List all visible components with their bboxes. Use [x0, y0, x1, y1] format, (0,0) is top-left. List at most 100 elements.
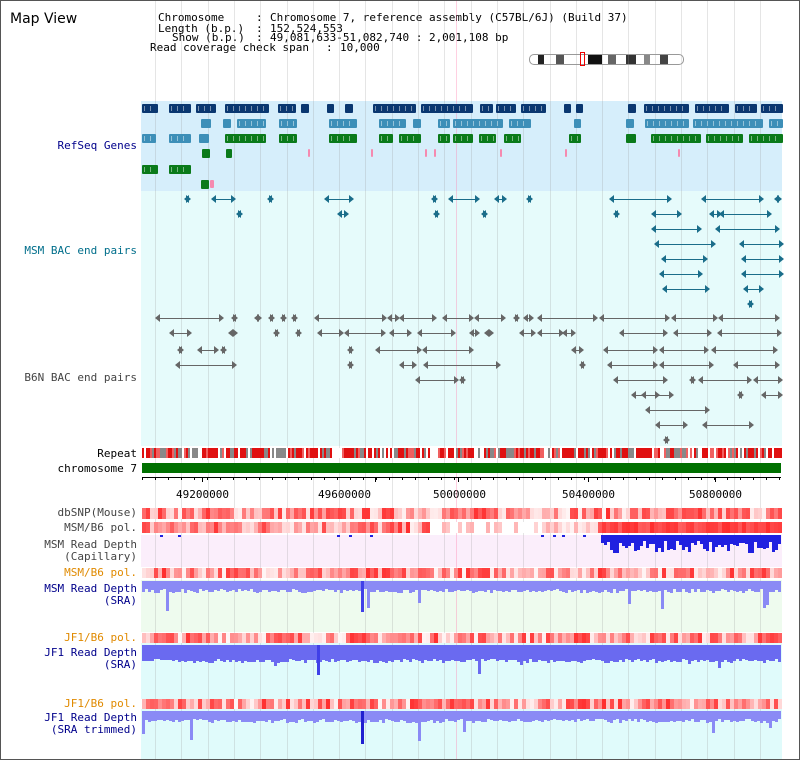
- dbsnp-cell: [642, 508, 646, 519]
- msm-pol2-cell: [554, 568, 558, 578]
- jf1-pol-cell: [590, 633, 594, 643]
- repeat-segment: [430, 448, 432, 458]
- msm-pol2-cell: [314, 568, 318, 578]
- msm-pol2-cell: [358, 568, 362, 578]
- repeat-segment: [434, 448, 436, 458]
- repeat-segment: [292, 448, 294, 458]
- repeat-segment: [184, 448, 186, 458]
- axis-tick-5: 50800000: [689, 488, 742, 501]
- jf1-pol2-cell: [426, 699, 430, 709]
- ruler-minor-tick: [610, 477, 611, 480]
- repeat-segment: [284, 448, 286, 458]
- label-msm-pol-2[interactable]: MSM/B6 pol.: [64, 566, 137, 579]
- jf1-pol-cell: [430, 633, 434, 643]
- jf1-pol-cell: [582, 633, 586, 643]
- jf1-pol-cell: [290, 633, 294, 643]
- repeat-segment: [668, 448, 670, 458]
- label-msm-pol-1[interactable]: MSM/B6 pol.: [64, 521, 137, 534]
- jf1-pol2-cell: [366, 699, 370, 709]
- repeat-segment: [380, 448, 382, 458]
- msm-pol2-cell: [530, 568, 534, 578]
- msm-pol2-cell: [158, 568, 162, 578]
- jf1-pol2-cell: [354, 699, 358, 709]
- jf1-pol-cell: [550, 633, 554, 643]
- label-chromosome[interactable]: chromosome 7: [57, 462, 137, 475]
- repeat-segment: [774, 448, 776, 458]
- jf1-pol2-cell: [270, 699, 274, 709]
- repeat-segment: [760, 448, 762, 458]
- jf1-pol2-cell: [566, 699, 570, 709]
- repeat-segment: [378, 448, 380, 458]
- msm-pol2-cell: [246, 568, 250, 578]
- ruler-minor-tick: [662, 477, 663, 480]
- dbsnp-cell: [358, 508, 362, 519]
- jf1-pol2-cell: [494, 699, 498, 709]
- repeat-segment: [752, 448, 754, 458]
- label-jf1-pol-2[interactable]: JF1/B6 pol.: [64, 697, 137, 710]
- repeat-segment: [162, 448, 164, 458]
- dbsnp-cell: [474, 508, 478, 519]
- jf1-pol-cell: [146, 633, 150, 643]
- label-jf1-depth-trim[interactable]: JF1 Read Depth (SRA trimmed): [44, 711, 137, 736]
- jf1-pol2-cell: [342, 699, 346, 709]
- msm-pol-cell: [238, 522, 242, 533]
- jf1-pol-cell: [750, 633, 754, 643]
- label-refseq[interactable]: RefSeq Genes: [57, 139, 137, 152]
- repeat-segment: [648, 448, 650, 458]
- repeat-segment: [638, 448, 640, 458]
- repeat-segment: [404, 448, 406, 458]
- label-jf1-depth-sra[interactable]: JF1 Read Depth (SRA): [44, 646, 137, 671]
- chromosome-ideogram[interactable]: [529, 54, 684, 65]
- label-msm-depth-sra[interactable]: MSM Read Depth (SRA): [44, 582, 137, 607]
- jf1-pol-cell: [374, 633, 378, 643]
- label-msm-bac[interactable]: MSM BAC end pairs: [24, 244, 137, 257]
- ruler-minor-tick: [636, 477, 637, 480]
- dbsnp-cell: [438, 508, 442, 519]
- repeat-segment: [310, 448, 312, 458]
- ruler-minor-tick: [740, 477, 741, 480]
- jf1-pol2-cell: [742, 699, 746, 709]
- msm-pol-cell: [722, 522, 726, 533]
- jf1-pol-cell: [758, 633, 762, 643]
- jf1-pol2-cell: [598, 699, 602, 709]
- jf1-pol-cell: [670, 633, 674, 643]
- label-dbsnp[interactable]: dbSNP(Mouse): [57, 506, 137, 519]
- jf1-pol2-cell: [346, 699, 350, 709]
- msm-pol-cell: [442, 522, 446, 533]
- repeat-segment: [478, 448, 480, 458]
- label-jf1-pol-1[interactable]: JF1/B6 pol.: [64, 631, 137, 644]
- msm-pol-cell: [174, 522, 178, 533]
- label-repeat[interactable]: Repeat: [97, 447, 137, 460]
- dbsnp-cell: [658, 508, 662, 519]
- jf1-pol2-cell: [314, 699, 318, 709]
- label-b6n-bac[interactable]: B6N BAC end pairs: [24, 371, 137, 384]
- msm-pol2-cell: [702, 568, 706, 578]
- jf1-pol-cell: [602, 633, 606, 643]
- view-title: Map View: [10, 11, 78, 27]
- repeat-segment: [734, 448, 736, 458]
- jf1-pol-cell: [574, 633, 578, 643]
- msm-pol2-cell: [662, 568, 666, 578]
- jf1-pol-cell: [362, 633, 366, 643]
- msm-pol-cell: [194, 522, 198, 533]
- repeat-segment: [210, 448, 212, 458]
- repeat-segment: [250, 448, 252, 458]
- dbsnp-cell: [590, 508, 594, 519]
- jf1-pol2-cell: [194, 699, 198, 709]
- dbsnp-cell: [630, 508, 634, 519]
- ideogram-position-marker[interactable]: [580, 52, 585, 66]
- msm-pol2-cell: [462, 568, 466, 578]
- repeat-segment: [772, 448, 774, 458]
- jf1-pol2-cell: [770, 699, 774, 709]
- msm-pol-cell: [222, 522, 226, 533]
- label-msm-depth-capillary[interactable]: MSM Read Depth (Capillary): [44, 538, 137, 563]
- repeat-segment: [536, 448, 538, 458]
- jf1-pol2-cell: [662, 699, 666, 709]
- dbsnp-cell: [294, 508, 298, 519]
- jf1-pol-cell: [302, 633, 306, 643]
- dbsnp-cell: [298, 508, 302, 519]
- repeat-segment: [400, 448, 402, 458]
- msm-pol2-cell: [274, 568, 278, 578]
- msm-pol-cell: [278, 522, 282, 533]
- jf1-pol2-cell: [266, 699, 270, 709]
